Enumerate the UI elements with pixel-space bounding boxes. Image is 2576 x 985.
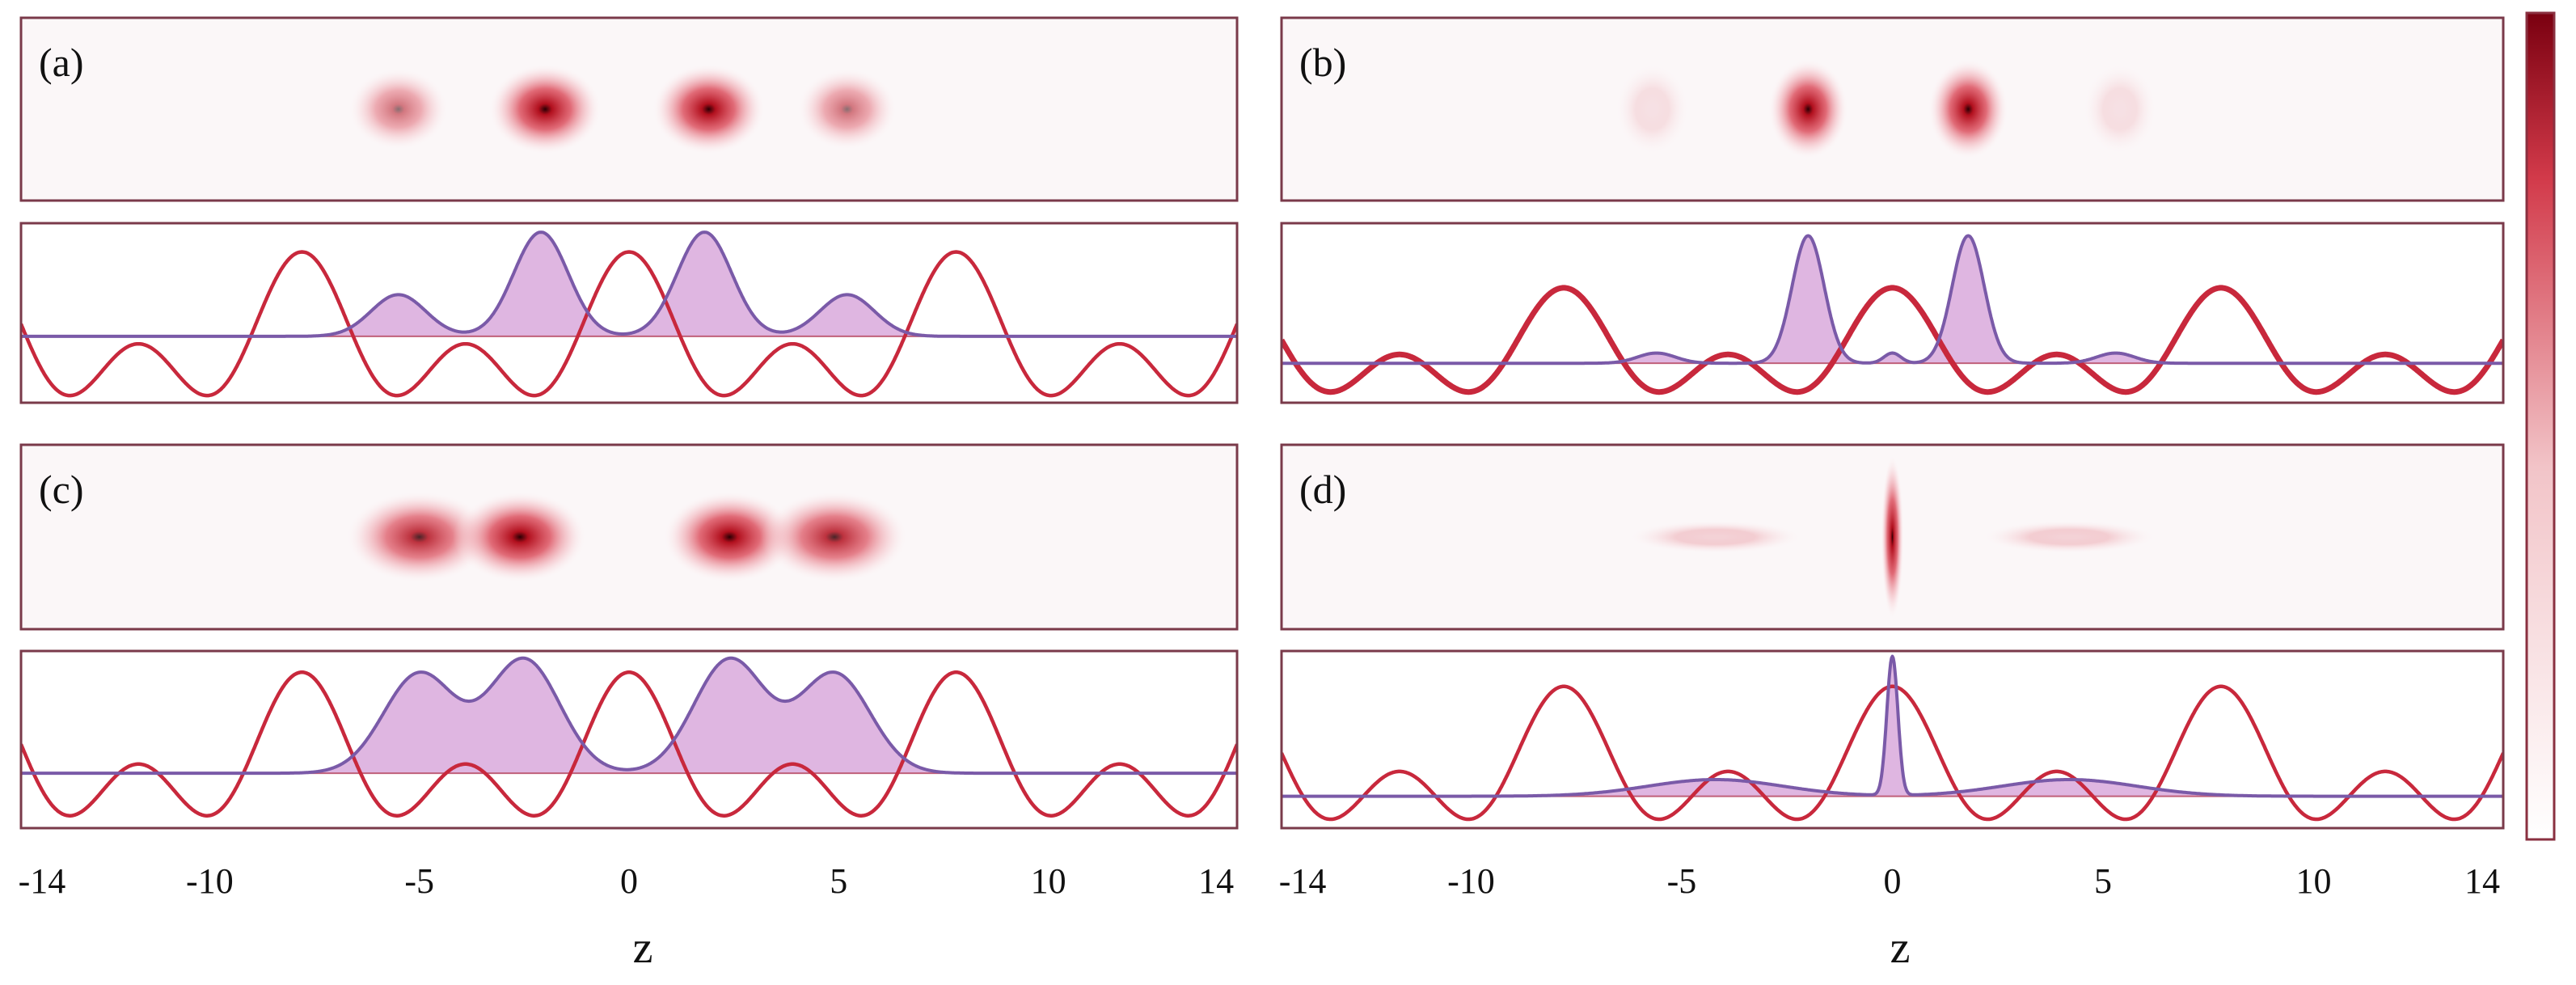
x-tick-label: -5: [404, 861, 434, 901]
density-lobe: [1928, 58, 2009, 160]
potential-background: [21, 651, 1237, 828]
density-lobe: [488, 63, 602, 155]
wavefunction-curve: [21, 656, 1237, 776]
x-tick-label: 14: [2464, 861, 2500, 901]
potential-frame: [19, 222, 1239, 404]
density-lobe: [345, 491, 493, 583]
density-frame: [19, 16, 1239, 202]
wavefunction-fill: [1282, 656, 2503, 797]
density-lobe: [1615, 63, 1690, 155]
x-tick-label: 14: [1198, 861, 1234, 901]
potential-frame: [1280, 649, 2505, 830]
density-panel-3: (c): [19, 443, 1239, 631]
wavefunction-curve: [21, 230, 1237, 338]
x-axis-label-right: z: [1890, 923, 1911, 973]
density-lobe: [796, 68, 897, 150]
plot-layer: (a) (b) (c) (d): [19, 16, 2505, 830]
potential-curve: [21, 250, 1237, 398]
x-tick-label: 0: [1884, 861, 1902, 901]
density-lobe: [1981, 520, 2157, 554]
density-lobe: [348, 68, 449, 150]
x-tick-label: -10: [186, 861, 234, 901]
potential-panel-4: [1280, 649, 2505, 830]
potential-panel-3: [19, 649, 1239, 830]
potential-curve: [1282, 285, 2503, 395]
density-frame: [1280, 16, 2505, 202]
x-tick-label: 10: [1031, 861, 1066, 901]
x-tick-label: -10: [1447, 861, 1495, 901]
density-panel-1: (a): [19, 16, 1239, 202]
panel-label: (d): [1299, 467, 1346, 512]
density-lobe: [760, 491, 909, 583]
potential-panel-2: [1280, 222, 2505, 404]
panel-label: (b): [1299, 40, 1346, 85]
x-tick-label: 10: [2296, 861, 2332, 901]
density-lobe: [2083, 63, 2157, 155]
density-panel-2: (b): [1280, 16, 2505, 202]
x-tick-label: -14: [19, 861, 66, 901]
panel-label: (c): [39, 467, 84, 512]
potential-frame: [1280, 222, 2505, 404]
potential-plot-area: [21, 656, 1237, 818]
colorbar: [2525, 11, 2556, 841]
density-panel-4: (d): [1280, 443, 2505, 631]
density-lobe: [453, 491, 588, 583]
x-tick-label: 0: [620, 861, 638, 901]
density-frame: [19, 443, 1239, 631]
panel-label: (a): [39, 40, 84, 85]
potential-curve: [1282, 684, 2503, 822]
x-axis-label-left: z: [633, 923, 653, 973]
potential-panel-1: [19, 222, 1239, 404]
density-lobe: [1628, 520, 1804, 554]
potential-plot-area: [1282, 234, 2503, 395]
potential-frame: [19, 649, 1239, 830]
x-tick-label: 5: [2094, 861, 2112, 901]
x-tick-label: -5: [1667, 861, 1697, 901]
x-tick-label: -14: [1279, 861, 1327, 901]
density-lobe: [652, 63, 766, 155]
density-lobe: [1767, 58, 1849, 160]
x-tick-label: 5: [830, 861, 847, 901]
density-lobe: [1881, 454, 1904, 620]
wavefunction-curve: [1282, 654, 2503, 798]
potential-background: [1282, 223, 2503, 403]
x-tick-labels: -14 -10 -5 0 5 10 14 -14 -10 -5 0 5 10 14: [19, 861, 2500, 901]
potential-plot-area: [1282, 654, 2503, 822]
potential-curve: [21, 670, 1237, 818]
wavefunction-curve: [1282, 234, 2503, 366]
potential-plot-area: [21, 230, 1237, 398]
density-lobe: [662, 491, 797, 583]
